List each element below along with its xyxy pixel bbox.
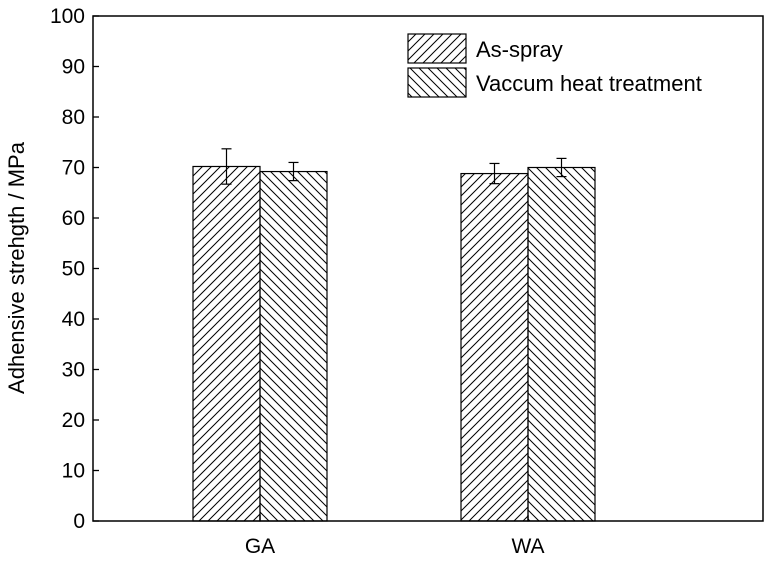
legend: As-spray Vaccum heat treatment	[407, 33, 702, 98]
y-tick-label-80: 80	[62, 106, 85, 129]
bar-wa-vaccum-heat-treatment	[527, 166, 596, 522]
error-bars-group	[221, 148, 567, 185]
y-tick-label-50: 50	[62, 258, 85, 281]
y-axis-ticks: 0 10 20 30 40 50 60 70 80 90 100	[50, 5, 99, 533]
y-tick-label-0: 0	[73, 510, 85, 533]
y-axis-title-group: Adhensive strehgth / MPa	[4, 141, 29, 394]
legend-label-as-spray: As-spray	[476, 37, 563, 62]
x-tick-label-wa: WA	[511, 535, 544, 558]
legend-swatch-as-spray	[407, 33, 467, 64]
y-tick-label-10: 10	[62, 460, 85, 483]
y-tick-label-20: 20	[62, 409, 85, 432]
x-tick-label-ga: GA	[245, 535, 275, 558]
legend-swatch-vaccum-heat-treatment	[407, 67, 467, 98]
plot-frame	[92, 15, 764, 522]
y-tick-label-70: 70	[62, 157, 85, 180]
y-tick-label-90: 90	[62, 56, 85, 79]
y-tick-label-60: 60	[62, 207, 85, 230]
bar-ga-vaccum-heat-treatment	[259, 170, 328, 522]
y-tick-label-100: 100	[50, 5, 85, 28]
error-bar-ga-as-spray	[221, 148, 232, 185]
bars-group	[192, 165, 596, 522]
bar-ga-as-spray	[192, 165, 261, 522]
error-bar-ga-vaccum-heat-treatment	[288, 161, 299, 182]
legend-label-vaccum-heat-treatment: Vaccum heat treatment	[476, 71, 702, 96]
error-bar-wa-vaccum-heat-treatment	[556, 157, 567, 178]
bar-wa-as-spray	[460, 172, 529, 522]
y-tick-label-40: 40	[62, 308, 85, 331]
y-axis-title: Adhensive strehgth / MPa	[4, 141, 29, 394]
error-bar-wa-as-spray	[489, 162, 500, 185]
y-tick-label-30: 30	[62, 359, 85, 382]
